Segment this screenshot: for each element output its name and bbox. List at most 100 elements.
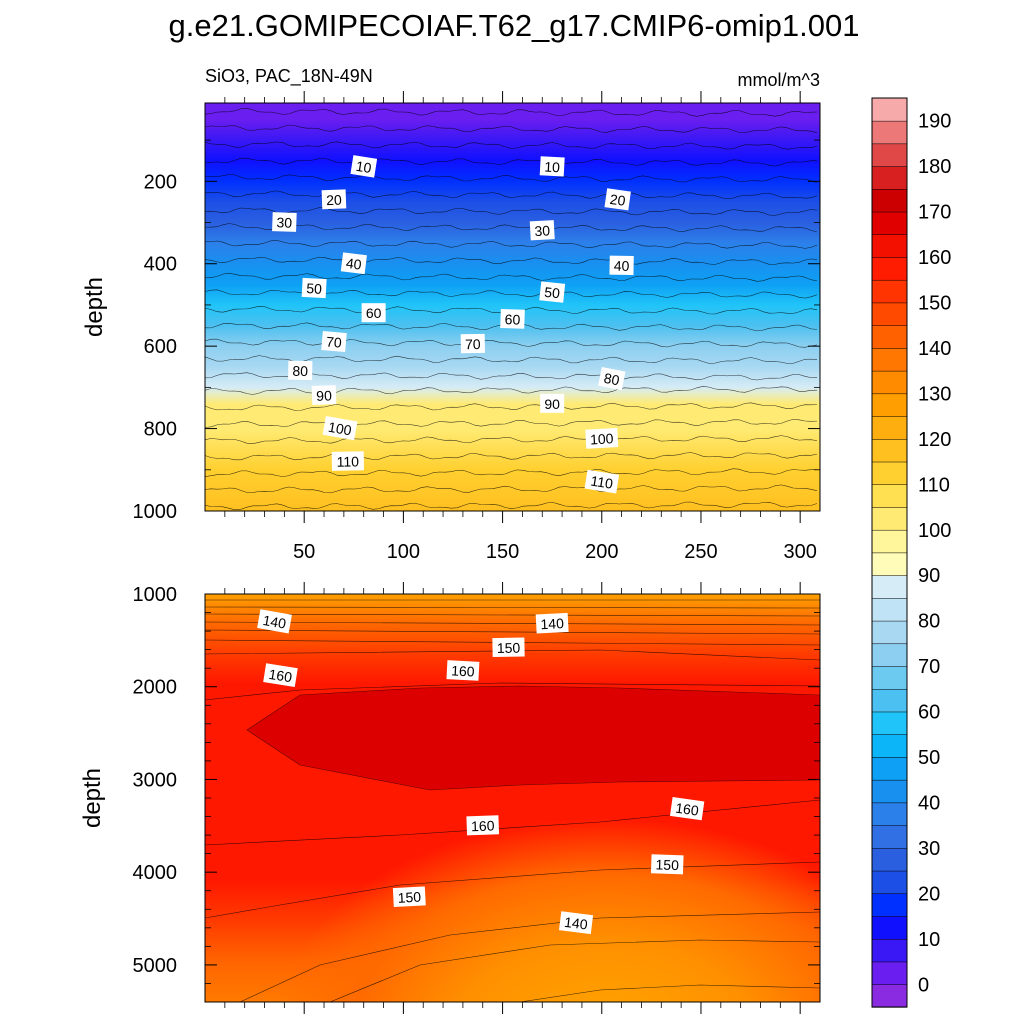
upper-contour-line — [205, 223, 818, 233]
lower-y-tick-label: 2000 — [133, 677, 178, 699]
colorbar-label: 0 — [918, 974, 929, 996]
contour-label: 40 — [340, 252, 367, 275]
colorbar-label: 30 — [918, 838, 940, 860]
upper-x-tick-label: 150 — [486, 541, 519, 563]
contour-label-bg — [584, 469, 620, 494]
contour-label: 100 — [322, 415, 358, 441]
contour-label-text: 140 — [262, 612, 288, 632]
contour-label: 160 — [669, 796, 705, 821]
contour-label: 160 — [466, 815, 500, 836]
lower-contour-line — [205, 799, 820, 846]
contour-label-bg — [301, 277, 327, 299]
colorbar-label: 180 — [918, 156, 951, 178]
contour-label: 90 — [311, 385, 337, 406]
colorbar-label: 100 — [918, 520, 951, 542]
contour-label-bg — [539, 281, 566, 303]
colorbar-swatch — [871, 984, 908, 1008]
contour-label-bg — [350, 155, 378, 178]
contour-label-bg — [604, 188, 631, 211]
contour-label-text: 90 — [544, 396, 560, 412]
upper-x-tick-label: 50 — [293, 541, 315, 563]
contour-label-bg — [669, 796, 705, 821]
contour-label-text: 100 — [327, 419, 353, 439]
colorbar-label: 150 — [918, 293, 951, 315]
upper-y-tick-label: 600 — [144, 336, 177, 358]
colorbar-swatch — [871, 529, 908, 554]
colorbar-swatch — [871, 734, 908, 758]
contour-label-text: 160 — [268, 666, 294, 685]
contour-label: 150 — [392, 886, 426, 908]
contour-label-text: 140 — [563, 914, 588, 933]
contour-label-text: 20 — [609, 191, 627, 209]
contour-label-text: 70 — [465, 336, 481, 352]
contour-label-bg — [585, 428, 619, 449]
contour-label: 140 — [535, 612, 569, 634]
colorbar-frame — [871, 97, 908, 1008]
colorbar-label: 80 — [918, 611, 940, 633]
contour-label-text: 60 — [366, 305, 382, 321]
upper-contour-line — [205, 108, 818, 117]
upper-y-tick-label: 1000 — [133, 501, 178, 523]
contour-label: 20 — [321, 189, 347, 210]
lower-contour-line — [519, 984, 820, 1002]
upper-panel: SiO3, PAC_18N-49N mmol/m^3 200 400 600 800 1… — [81, 66, 821, 563]
contour-label-text: 10 — [544, 158, 561, 175]
lower-axis-ticks: 1000 2000 3000 4000 5000 — [133, 582, 820, 1014]
colorbar-label: 130 — [918, 383, 951, 405]
colorbar-swatch — [871, 779, 908, 804]
upper-x-tick-label: 250 — [684, 541, 717, 563]
upper-contour-line — [205, 124, 818, 133]
contour-label-bg — [340, 252, 367, 275]
upper-contour-line — [205, 272, 818, 282]
colorbar-label: 20 — [918, 883, 940, 905]
colorbar-swatch — [871, 234, 908, 258]
contour-label-bg — [321, 331, 347, 353]
contour-label: 90 — [540, 393, 565, 413]
contour-label-text: 50 — [544, 284, 561, 302]
contour-label-text: 80 — [603, 370, 622, 389]
colorbar-swatch — [871, 688, 908, 713]
contour-label: 150 — [650, 854, 684, 875]
contour-label-text: 110 — [589, 473, 614, 492]
contour-label-text: 80 — [292, 363, 308, 379]
contour-label: 80 — [288, 360, 313, 381]
contour-label-bg — [535, 612, 569, 634]
colorbar-swatch — [871, 370, 908, 395]
upper-x-tick-label: 300 — [783, 541, 816, 563]
contour-label: 50 — [539, 281, 566, 303]
lower-contour-line — [239, 911, 820, 1002]
colorbar-label: 160 — [918, 247, 951, 269]
contour-label: 50 — [301, 277, 327, 299]
upper-frame — [204, 102, 821, 512]
contour-label-text: 70 — [325, 333, 342, 350]
upper-contour-line — [205, 157, 818, 167]
lower-contour-line — [205, 606, 820, 609]
colorbar-swatch — [871, 597, 908, 622]
colorbar-swatch — [871, 506, 908, 531]
colorbar-swatch — [871, 415, 908, 440]
contour-label: 10 — [350, 155, 378, 178]
contour-label-bg — [460, 333, 485, 354]
lower-contour-line — [205, 629, 820, 635]
colorbar-swatch — [871, 97, 908, 122]
lower-contour-line — [205, 649, 820, 661]
colorbar-swatch — [871, 711, 908, 735]
contour-label-text: 160 — [451, 662, 475, 679]
upper-y-tick-label: 800 — [144, 419, 177, 441]
colorbar-swatch — [871, 893, 908, 917]
contour-label-bg — [392, 886, 426, 908]
upper-contour-line — [205, 501, 818, 511]
upper-y-tick-label: 200 — [144, 171, 177, 193]
colorbar-swatch — [871, 211, 908, 236]
contour-label-bg — [539, 156, 565, 177]
upper-contour-labels: 10 10 20 20 30 30 40 40 50 50 60 60 70 70 80 80 90 90 100 1… — [272, 155, 634, 494]
upper-axis-ticks: 200 400 600 800 1000 50 100 150 200 250 300 — [133, 91, 820, 563]
colorbar-label: 190 — [918, 111, 951, 133]
upper-contour-line — [205, 338, 818, 348]
upper-contour-line — [205, 484, 818, 494]
contour-label: 20 — [604, 188, 631, 211]
colorbar-swatch — [871, 756, 908, 781]
colorbar-swatch — [871, 552, 908, 576]
colorbar-label: 40 — [918, 793, 940, 815]
upper-contour-line — [205, 402, 818, 411]
